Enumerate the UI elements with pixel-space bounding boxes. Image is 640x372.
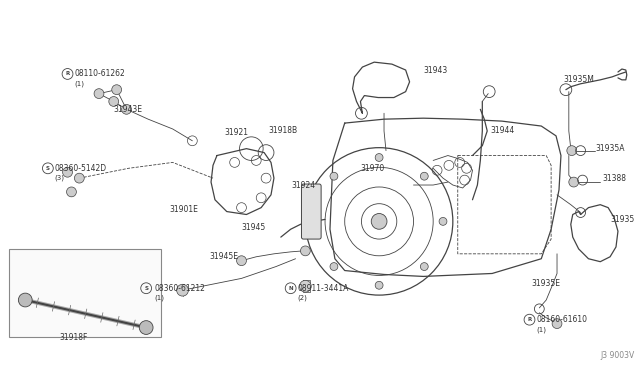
Circle shape [439, 218, 447, 225]
Text: R: R [65, 71, 70, 77]
Text: 31944: 31944 [490, 126, 515, 135]
FancyBboxPatch shape [8, 249, 161, 337]
Text: 31943E: 31943E [114, 105, 143, 114]
FancyBboxPatch shape [301, 184, 321, 239]
Circle shape [122, 105, 131, 114]
Circle shape [112, 85, 122, 94]
Circle shape [552, 319, 562, 328]
Circle shape [569, 177, 579, 187]
Circle shape [177, 284, 188, 296]
Text: (2): (2) [298, 295, 307, 301]
Text: 31945E: 31945E [209, 252, 238, 261]
Text: 31918F: 31918F [60, 333, 88, 342]
Text: (1): (1) [154, 295, 164, 301]
Text: R: R [527, 317, 532, 322]
Circle shape [567, 146, 577, 155]
Circle shape [311, 218, 319, 225]
Circle shape [371, 214, 387, 229]
Circle shape [375, 281, 383, 289]
Text: 31943: 31943 [423, 65, 447, 74]
Text: 31970: 31970 [360, 164, 385, 173]
Text: 31945: 31945 [241, 223, 266, 232]
Text: 31388: 31388 [602, 174, 626, 183]
Text: N: N [289, 286, 293, 291]
Text: (1): (1) [74, 80, 84, 87]
Circle shape [67, 187, 76, 197]
Circle shape [301, 246, 310, 256]
Text: 08160-61610: 08160-61610 [536, 315, 588, 324]
Text: 31935E: 31935E [531, 279, 561, 288]
Text: 08360-5142D: 08360-5142D [55, 164, 107, 173]
Text: 31924: 31924 [292, 180, 316, 189]
Circle shape [237, 256, 246, 266]
Text: 31935A: 31935A [595, 144, 625, 153]
Circle shape [94, 89, 104, 99]
Text: 31921: 31921 [225, 128, 249, 137]
Text: 31935M: 31935M [563, 76, 594, 84]
Circle shape [63, 167, 72, 177]
Circle shape [330, 263, 338, 270]
Circle shape [375, 154, 383, 161]
Text: (3): (3) [55, 175, 65, 182]
Text: 08110-61262: 08110-61262 [74, 70, 125, 78]
Circle shape [420, 172, 428, 180]
Text: (1): (1) [536, 326, 547, 333]
Text: J3 9003V: J3 9003V [600, 350, 634, 360]
Circle shape [330, 172, 338, 180]
Text: 08911-3441A: 08911-3441A [298, 284, 349, 293]
Circle shape [300, 280, 311, 292]
Circle shape [19, 293, 32, 307]
Text: 31918B: 31918B [268, 126, 297, 135]
Text: 31901E: 31901E [170, 205, 198, 214]
Circle shape [74, 173, 84, 183]
Text: S: S [144, 286, 148, 291]
Text: 31935: 31935 [610, 215, 634, 224]
Text: 08360-61212: 08360-61212 [154, 284, 205, 293]
Circle shape [109, 97, 118, 106]
Text: S: S [46, 166, 50, 171]
Circle shape [140, 321, 153, 334]
Circle shape [420, 263, 428, 270]
